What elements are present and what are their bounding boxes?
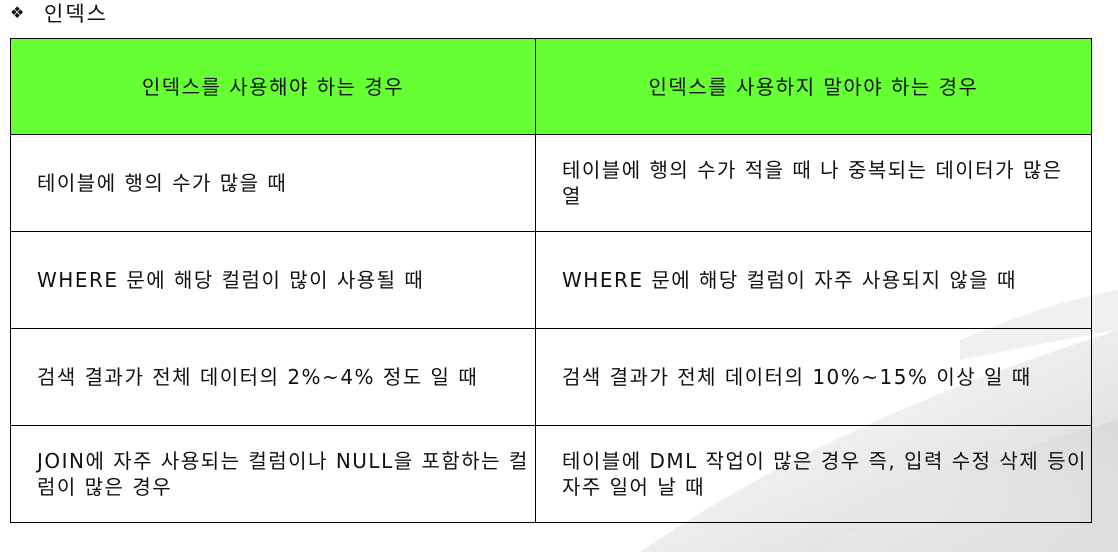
table-cell-use: 검색 결과가 전체 데이터의 2%~4% 정도 일 때 <box>10 328 536 426</box>
table-row: JOIN에 자주 사용되는 컬럼이나 NULL을 포함하는 컬럼이 많은 경우 … <box>10 425 1092 523</box>
table-cell-avoid: 테이블에 DML 작업이 많은 경우 즉, 입력 수정 삭제 등이 자주 일어 … <box>535 425 1092 523</box>
table-row: 테이블에 행의 수가 많을 때 테이블에 행의 수가 적을 때 나 중복되는 데… <box>10 134 1092 232</box>
table-cell-use: 테이블에 행의 수가 많을 때 <box>10 134 536 232</box>
table-header-row: 인덱스를 사용해야 하는 경우 인덱스를 사용하지 말아야 하는 경우 <box>10 38 1092 135</box>
table-cell-avoid: WHERE 문에 해당 컬럼이 자주 사용되지 않을 때 <box>535 231 1092 329</box>
header-use-index: 인덱스를 사용해야 하는 경우 <box>10 38 536 135</box>
section-title: 인덱스 <box>44 2 108 26</box>
table-cell-use: JOIN에 자주 사용되는 컬럼이나 NULL을 포함하는 컬럼이 많은 경우 <box>10 425 536 523</box>
table-row: 검색 결과가 전체 데이터의 2%~4% 정도 일 때 검색 결과가 전체 데이… <box>10 328 1092 426</box>
header-avoid-index: 인덱스를 사용하지 말아야 하는 경우 <box>535 38 1092 135</box>
table-cell-use: WHERE 문에 해당 컬럼이 많이 사용될 때 <box>10 231 536 329</box>
table-row: WHERE 문에 해당 컬럼이 많이 사용될 때 WHERE 문에 해당 컬럼이… <box>10 231 1092 329</box>
section-heading: ❖ 인덱스 <box>10 0 108 26</box>
diamond-bullet-icon: ❖ <box>10 3 25 22</box>
table-cell-avoid: 검색 결과가 전체 데이터의 10%~15% 이상 일 때 <box>535 328 1092 426</box>
table-cell-avoid: 테이블에 행의 수가 적을 때 나 중복되는 데이터가 많은 열 <box>535 134 1092 232</box>
index-usage-table: 인덱스를 사용해야 하는 경우 인덱스를 사용하지 말아야 하는 경우 테이블에… <box>10 38 1092 523</box>
